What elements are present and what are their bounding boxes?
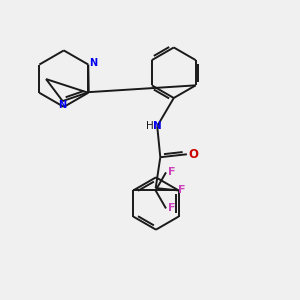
Text: O: O (188, 148, 198, 161)
Text: N: N (153, 121, 162, 131)
Text: N: N (58, 100, 67, 110)
Text: F: F (168, 167, 175, 177)
Text: H: H (146, 121, 154, 131)
Text: N: N (89, 58, 98, 68)
Text: F: F (168, 203, 175, 213)
Text: F: F (178, 185, 185, 195)
